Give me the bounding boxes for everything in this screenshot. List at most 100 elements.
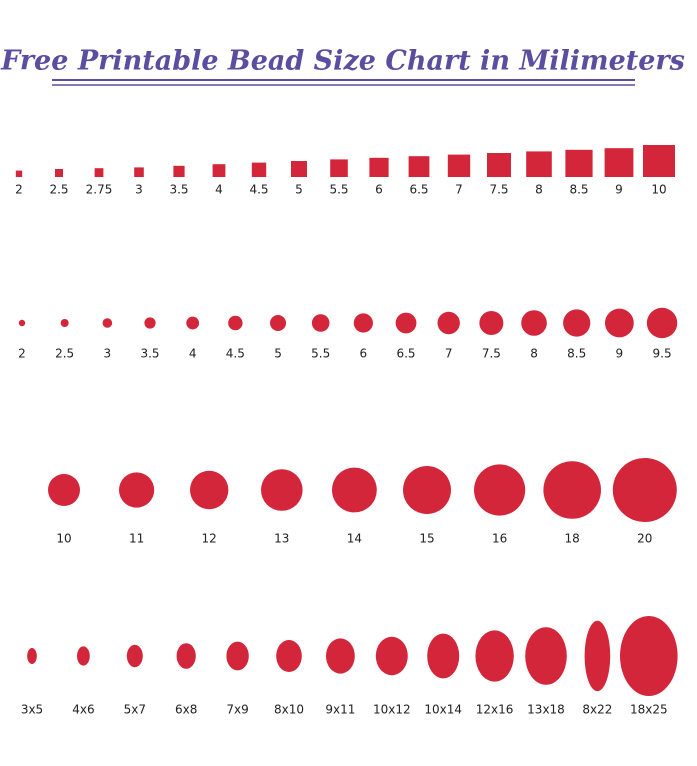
round-bead: [190, 470, 229, 510]
oval-bead: [27, 648, 37, 664]
oval-bead: [176, 643, 196, 669]
square-bead: [173, 165, 185, 177]
size-label: 8x10: [274, 703, 304, 717]
square-bead: [251, 162, 267, 177]
square-bead: [447, 154, 471, 177]
round-bead: [186, 316, 200, 330]
square-bead: [330, 159, 348, 177]
size-label: 4: [215, 183, 223, 197]
oval-bead: [77, 646, 90, 666]
square-bead: [212, 164, 226, 177]
round-bead: [543, 461, 601, 519]
square-bead: [134, 167, 144, 177]
round-bead: [102, 318, 113, 328]
size-label: 11: [129, 532, 144, 546]
oval-bead: [126, 644, 143, 668]
size-label: 2: [18, 347, 26, 361]
oval-bead: [584, 620, 611, 692]
round-bead: [604, 308, 634, 338]
oval-bead: [226, 641, 249, 671]
size-label: 8: [535, 183, 543, 197]
oval-bead: [276, 640, 302, 672]
round-bead: [521, 310, 547, 336]
size-label: 4: [189, 347, 197, 361]
size-label: 13: [274, 532, 289, 546]
oval-bead: [326, 638, 355, 674]
size-label: 5.5: [311, 347, 330, 361]
round-bead: [474, 464, 526, 516]
size-label: 10x12: [373, 703, 411, 717]
size-label: 6: [375, 183, 383, 197]
round-bead: [437, 311, 460, 335]
square-bead: [94, 168, 104, 177]
size-label: 16: [492, 532, 507, 546]
size-label: 5.5: [329, 183, 348, 197]
title: Free Printable Bead Size Chart in Milime…: [0, 46, 685, 77]
size-label: 2.5: [55, 347, 74, 361]
square-bead: [408, 156, 430, 177]
oval-bead: [525, 627, 567, 685]
size-label: 2.75: [86, 183, 113, 197]
size-label: 7.5: [482, 347, 501, 361]
size-label: 6x8: [175, 703, 197, 717]
round-bead: [311, 314, 330, 332]
square-bead: [526, 151, 552, 177]
size-label: 8.5: [567, 347, 586, 361]
size-label: 3.5: [169, 183, 188, 197]
size-label: 9: [615, 183, 623, 197]
size-label: 3: [135, 183, 143, 197]
square-bead: [15, 170, 23, 177]
size-label: 3.5: [140, 347, 159, 361]
size-label: 4x6: [72, 703, 94, 717]
square-bead: [643, 145, 675, 177]
size-label: 10: [651, 183, 666, 197]
oval-bead: [475, 630, 514, 682]
size-label: 8x22: [582, 703, 612, 717]
size-label: 18: [565, 532, 580, 546]
round-bead: [270, 315, 287, 331]
size-label: 7: [455, 183, 463, 197]
size-label: 9x11: [325, 703, 355, 717]
size-label: 18x25: [630, 703, 668, 717]
size-label: 7: [445, 347, 453, 361]
size-label: 2: [15, 183, 23, 197]
size-label: 20: [637, 532, 652, 546]
size-label: 5: [295, 183, 303, 197]
size-label: 6.5: [396, 347, 415, 361]
size-label: 2.5: [49, 183, 68, 197]
round-bead: [646, 307, 678, 339]
size-label: 4.5: [249, 183, 268, 197]
size-label: 7.5: [489, 183, 508, 197]
square-bead: [604, 148, 634, 177]
size-label: 13x18: [527, 703, 565, 717]
size-label: 14: [347, 532, 362, 546]
round-bead: [395, 312, 417, 334]
square-bead: [565, 149, 593, 177]
size-label: 6: [360, 347, 368, 361]
square-bead: [291, 161, 307, 177]
round-bead: [18, 319, 26, 327]
size-label: 12: [202, 532, 217, 546]
round-bead: [353, 313, 373, 333]
oval-bead: [375, 636, 408, 676]
round-bead: [563, 309, 591, 337]
size-label: 4.5: [226, 347, 245, 361]
size-label: 6.5: [409, 183, 428, 197]
round-bead: [479, 311, 504, 335]
oval-bead: [620, 616, 678, 696]
size-label: 15: [419, 532, 434, 546]
size-label: 12x16: [476, 703, 514, 717]
size-label: 10: [56, 532, 71, 546]
size-label: 10x14: [424, 703, 462, 717]
round-bead: [228, 315, 243, 331]
oval-bead: [427, 633, 460, 679]
size-label: 3: [104, 347, 112, 361]
round-bead: [48, 474, 80, 506]
round-bead: [403, 466, 451, 514]
square-bead: [369, 157, 389, 177]
round-bead: [612, 458, 677, 522]
size-label: 9.5: [653, 347, 672, 361]
round-bead: [60, 319, 69, 327]
